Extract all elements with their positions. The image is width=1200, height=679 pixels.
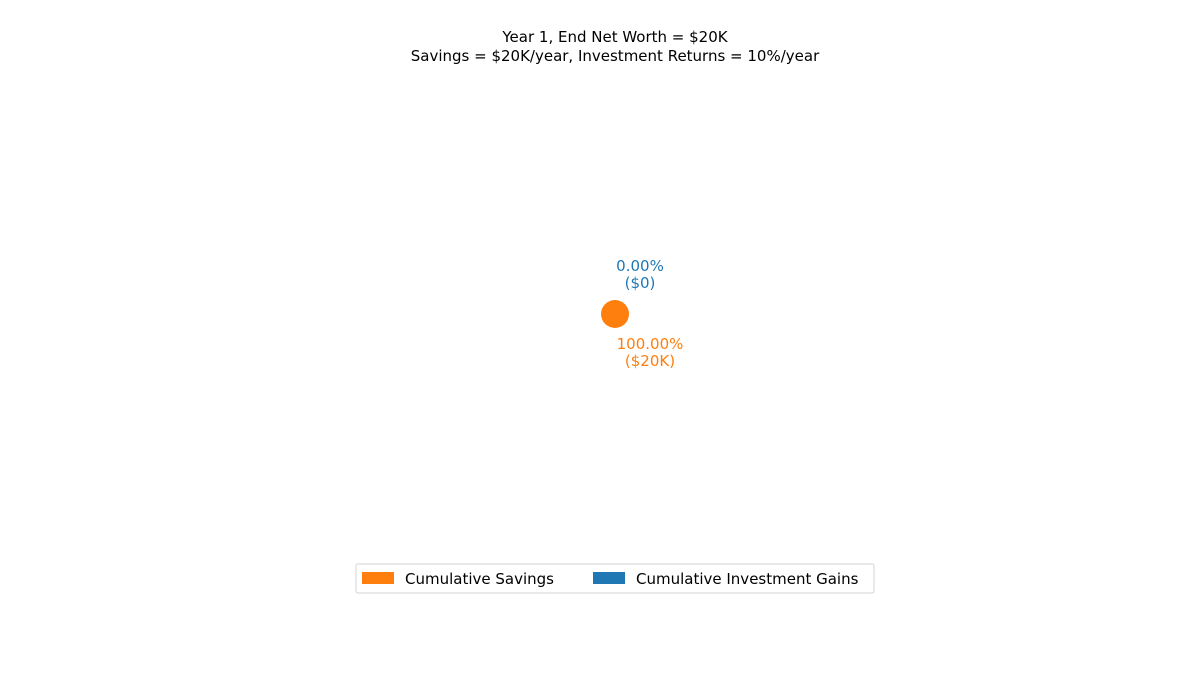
- chart-title: Year 1, End Net Worth = $20K: [501, 28, 728, 46]
- legend-label-savings: Cumulative Savings: [405, 570, 554, 588]
- legend-swatch-gains: [593, 572, 625, 584]
- pie-slice-cumulative-savings: [601, 300, 629, 328]
- chart-title-group: Year 1, End Net Worth = $20K Savings = $…: [411, 28, 820, 65]
- legend: Cumulative Savings Cumulative Investment…: [355, 563, 875, 594]
- legend-label-gains: Cumulative Investment Gains: [636, 570, 859, 588]
- savings-value-label: ($20K): [625, 352, 675, 370]
- pie-slices: [601, 300, 629, 328]
- legend-swatch-savings: [362, 572, 394, 584]
- slice-labels: 0.00% ($0) 100.00% ($20K): [616, 257, 683, 370]
- gains-value-label: ($0): [625, 274, 656, 292]
- gains-percent-label: 0.00%: [616, 257, 664, 275]
- savings-percent-label: 100.00%: [617, 335, 684, 353]
- chart-subtitle: Savings = $20K/year, Investment Returns …: [411, 47, 820, 65]
